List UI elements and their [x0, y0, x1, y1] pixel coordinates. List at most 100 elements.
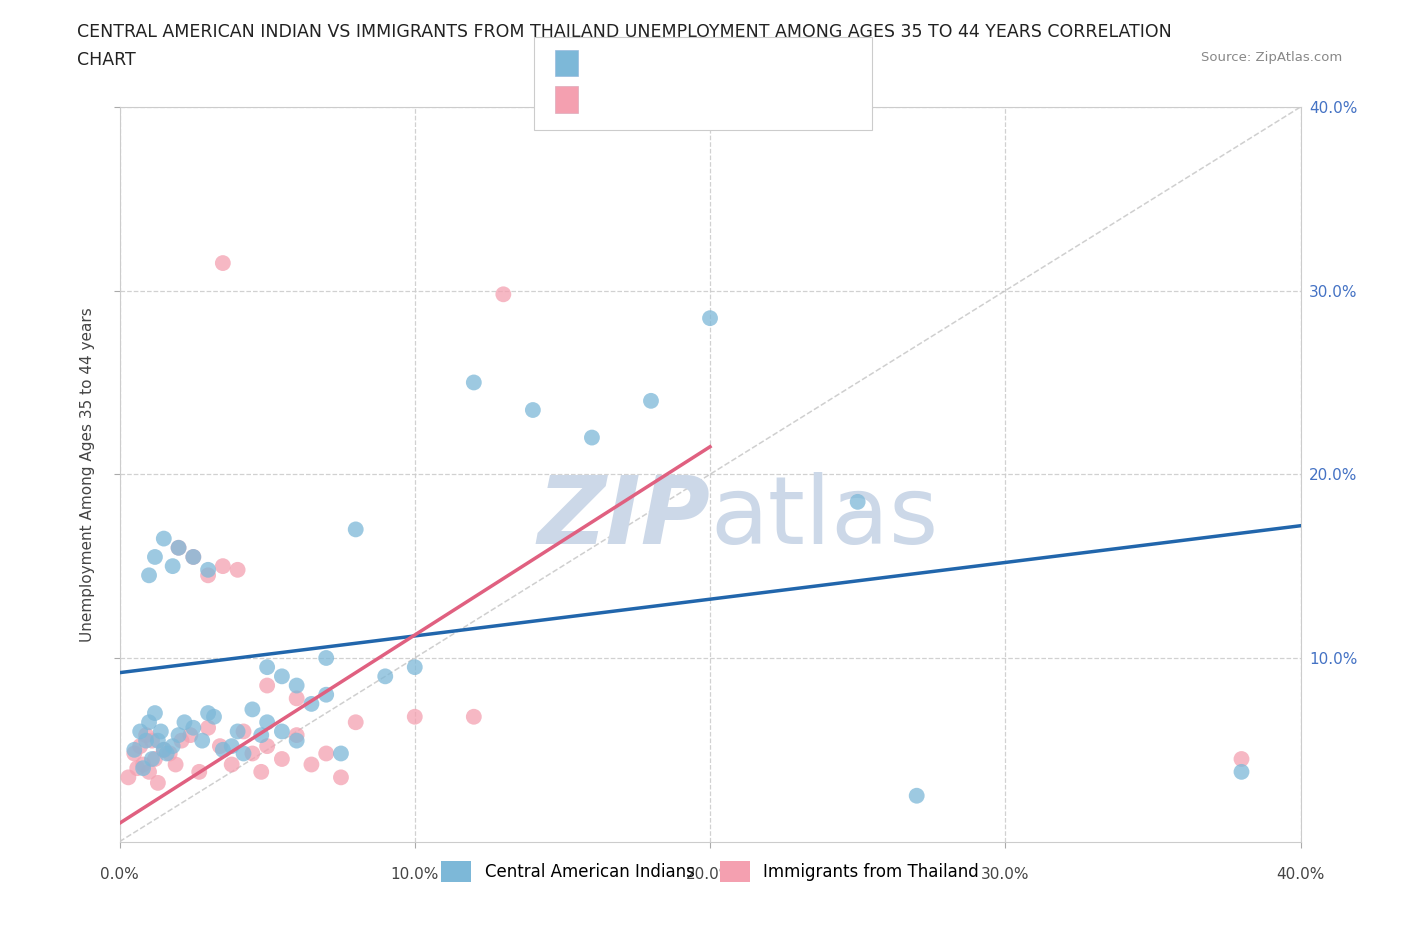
- Point: [250, 727, 273, 742]
- Point: [301, 697, 323, 711]
- Point: [1230, 751, 1253, 766]
- Point: [211, 559, 233, 574]
- Text: R = 0.506   N = 41: R = 0.506 N = 41: [589, 90, 754, 109]
- Point: [202, 710, 225, 724]
- Point: [329, 746, 352, 761]
- Point: [127, 761, 149, 776]
- Point: [183, 721, 205, 736]
- Point: [117, 770, 139, 785]
- Point: [270, 724, 294, 739]
- Point: [492, 286, 515, 301]
- Point: [153, 531, 174, 546]
- Point: [197, 568, 219, 583]
- Point: [138, 568, 160, 583]
- Point: [226, 563, 249, 578]
- Point: [167, 540, 190, 555]
- Point: [374, 669, 396, 684]
- Point: [156, 746, 179, 761]
- Point: [463, 710, 485, 724]
- Point: [141, 733, 163, 748]
- Legend: Central American Indians, Immigrants from Thailand: Central American Indians, Immigrants fro…: [434, 855, 986, 888]
- Point: [170, 733, 193, 748]
- Point: [167, 727, 190, 742]
- Point: [256, 715, 278, 730]
- Point: [344, 522, 367, 537]
- Point: [135, 733, 157, 748]
- Text: 40.0%: 40.0%: [1277, 867, 1324, 882]
- Point: [1230, 764, 1253, 779]
- Point: [153, 742, 174, 757]
- Text: CENTRAL AMERICAN INDIAN VS IMMIGRANTS FROM THAILAND UNEMPLOYMENT AMONG AGES 35 T: CENTRAL AMERICAN INDIAN VS IMMIGRANTS FR…: [77, 23, 1173, 41]
- Point: [129, 724, 152, 739]
- Point: [162, 738, 184, 753]
- Point: [344, 715, 367, 730]
- Text: 10.0%: 10.0%: [391, 867, 439, 882]
- Point: [146, 733, 169, 748]
- Point: [124, 742, 146, 757]
- Point: [138, 715, 160, 730]
- Y-axis label: Unemployment Among Ages 35 to 44 years: Unemployment Among Ages 35 to 44 years: [80, 307, 96, 642]
- Point: [197, 721, 219, 736]
- Text: CHART: CHART: [77, 51, 136, 69]
- Point: [221, 738, 243, 753]
- Point: [208, 738, 231, 753]
- Point: [146, 776, 169, 790]
- Point: [250, 764, 273, 779]
- Point: [179, 727, 201, 742]
- Point: [256, 678, 278, 693]
- Point: [846, 495, 869, 510]
- Point: [463, 375, 485, 390]
- Point: [143, 550, 166, 565]
- Point: [242, 746, 264, 761]
- Point: [135, 727, 157, 742]
- Point: [285, 727, 308, 742]
- Point: [404, 710, 426, 724]
- Point: [197, 563, 219, 578]
- Point: [132, 761, 155, 776]
- Point: [143, 751, 166, 766]
- Text: 20.0%: 20.0%: [686, 867, 734, 882]
- Point: [242, 702, 264, 717]
- Point: [226, 724, 249, 739]
- Point: [138, 764, 160, 779]
- Point: [173, 715, 195, 730]
- Point: [191, 733, 214, 748]
- Text: ZIP: ZIP: [537, 472, 710, 565]
- Point: [211, 256, 233, 271]
- Point: [315, 651, 337, 666]
- Point: [162, 559, 184, 574]
- Point: [301, 757, 323, 772]
- Point: [256, 738, 278, 753]
- Point: [329, 770, 352, 785]
- Point: [285, 691, 308, 706]
- Point: [124, 746, 146, 761]
- Point: [188, 764, 211, 779]
- Point: [129, 738, 152, 753]
- Point: [315, 746, 337, 761]
- Point: [232, 746, 254, 761]
- Text: 0.0%: 0.0%: [100, 867, 139, 882]
- Point: [270, 669, 294, 684]
- Point: [315, 687, 337, 702]
- Point: [183, 550, 205, 565]
- Point: [197, 706, 219, 721]
- Point: [285, 678, 308, 693]
- Point: [285, 733, 308, 748]
- Point: [141, 751, 163, 766]
- Point: [153, 742, 174, 757]
- Point: [256, 659, 278, 674]
- Text: 30.0%: 30.0%: [981, 867, 1029, 882]
- Point: [149, 724, 172, 739]
- Point: [211, 742, 233, 757]
- Point: [640, 393, 662, 408]
- Point: [167, 540, 190, 555]
- Text: R =  0.217   N = 52: R = 0.217 N = 52: [589, 54, 759, 73]
- Point: [905, 789, 928, 804]
- Point: [699, 311, 721, 325]
- Point: [183, 550, 205, 565]
- Text: Source: ZipAtlas.com: Source: ZipAtlas.com: [1202, 51, 1343, 64]
- Point: [522, 403, 544, 418]
- Point: [270, 751, 294, 766]
- Point: [159, 746, 181, 761]
- Point: [232, 724, 254, 739]
